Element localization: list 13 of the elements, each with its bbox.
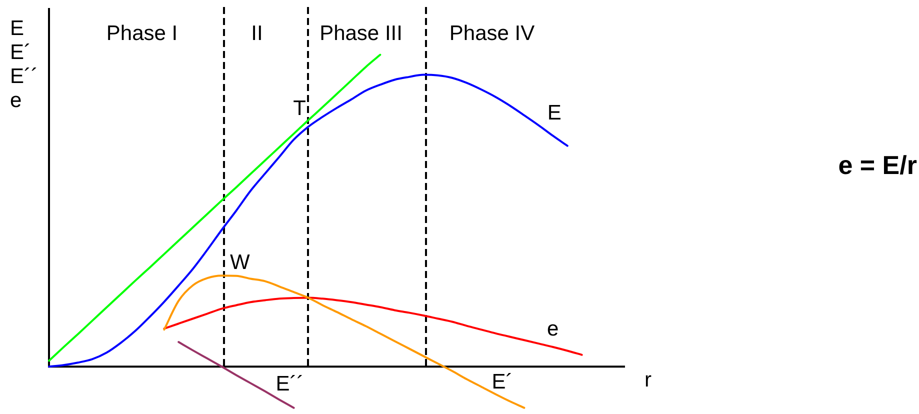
annotation: W xyxy=(230,250,250,274)
text: e = E/r xyxy=(838,150,917,180)
series-label: E´ xyxy=(492,370,513,394)
x-axis-title: r xyxy=(644,368,652,392)
text: Phase I xyxy=(106,22,178,45)
series-label: e xyxy=(546,318,559,341)
text: Phase IV xyxy=(449,22,535,45)
series-label: E xyxy=(547,102,562,125)
text: Phase III xyxy=(320,22,402,45)
annotation: T xyxy=(293,96,306,120)
series-label: E´´ xyxy=(276,372,304,396)
text: II xyxy=(251,22,263,45)
y-axis-title: E E´ E´´ e xyxy=(10,16,38,112)
